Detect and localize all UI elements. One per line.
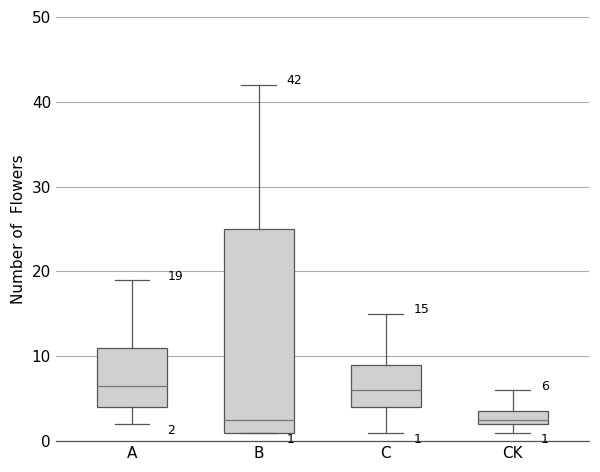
Text: 1: 1 [541,433,548,446]
Y-axis label: Number of  Flowers: Number of Flowers [11,154,26,304]
Text: 6: 6 [541,380,548,393]
Text: 1: 1 [287,433,295,446]
Text: 42: 42 [287,74,302,87]
Text: 2: 2 [167,424,175,438]
PathPatch shape [351,365,421,407]
PathPatch shape [224,229,294,432]
PathPatch shape [97,348,167,407]
Text: 19: 19 [167,270,184,283]
Text: 1: 1 [414,433,422,446]
Text: 15: 15 [414,303,430,316]
PathPatch shape [478,412,548,424]
